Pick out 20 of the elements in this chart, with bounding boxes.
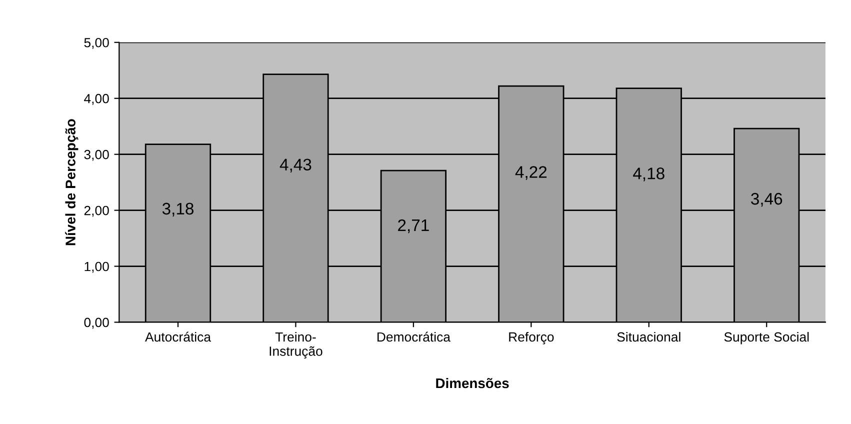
x-tick-label: Democrática	[378, 332, 450, 342]
x-tick-label: Treino- Instrução	[270, 332, 322, 359]
x-tick-label: Reforço	[509, 332, 554, 344]
y-axis-title: Nível de Percepção	[65, 119, 78, 246]
y-tick-label: 1,00	[84, 262, 109, 273]
x-tick-label: Situacional	[617, 332, 680, 342]
x-axis-title: Dimensões	[436, 378, 509, 388]
y-tick-label: 5,00	[84, 38, 109, 49]
data-label: 3,18	[162, 202, 194, 217]
data-label: 4,22	[515, 166, 547, 180]
y-tick-label: 3,00	[84, 150, 109, 161]
x-tick-label: Suporte Social	[724, 332, 809, 344]
data-label: 2,71	[398, 219, 429, 234]
data-label: 4,18	[633, 168, 664, 182]
data-label: 3,46	[751, 192, 782, 207]
y-tick-label: 2,00	[84, 206, 109, 217]
x-tick-label: Autocrática	[145, 332, 212, 342]
y-tick-label: 4,00	[84, 94, 109, 105]
y-tick-label: 0,00	[84, 318, 109, 329]
data-label: 4,43	[280, 158, 312, 172]
